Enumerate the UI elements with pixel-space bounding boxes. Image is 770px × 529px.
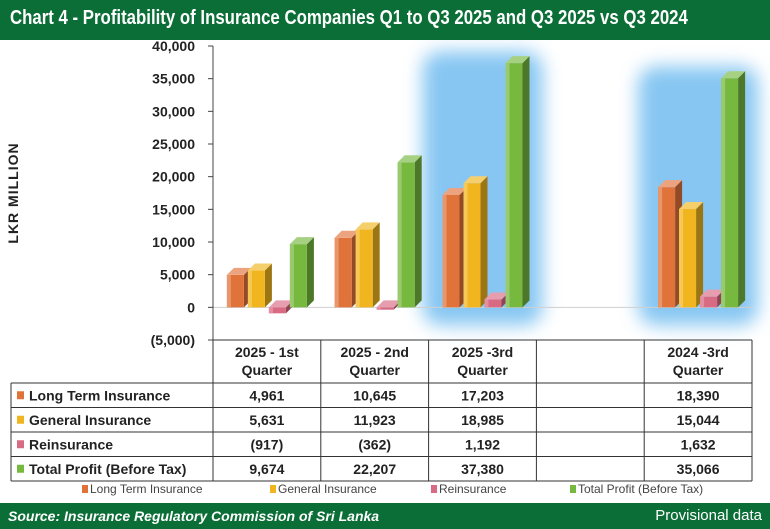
table-legend-key — [17, 440, 24, 449]
table-cell-value: 37,380 — [461, 461, 504, 477]
svg-text:Long Term Insurance: Long Term Insurance — [90, 482, 203, 496]
y-tick-label: 20,000 — [152, 169, 195, 185]
y-axis-title: LKR MILLION — [5, 142, 21, 243]
svg-text:General Insurance: General Insurance — [278, 482, 377, 496]
category-label: Quarter — [673, 362, 724, 378]
category-label: Quarter — [349, 362, 400, 378]
table-cell-value: 15,044 — [677, 412, 720, 428]
y-tick-label: 25,000 — [152, 136, 195, 152]
table-legend-key — [17, 415, 24, 424]
legend-item-long-term-insurance: Long Term Insurance — [82, 482, 203, 496]
chart-area: 40,000 35,000 30,000 25,000 20,000 15,000 10,0… — [0, 40, 770, 503]
bar-long-term-insurance-2 — [442, 187, 467, 308]
provisional-note: Provisional data — [655, 507, 762, 524]
bar-total-profit-before-tax-2 — [505, 56, 530, 308]
table-cell-value: 18,390 — [677, 387, 720, 403]
table-cell-value: 18,985 — [461, 412, 504, 428]
bar-general-insurance-2 — [463, 176, 488, 308]
y-tick-label: 5,000 — [160, 267, 195, 283]
category-label: Quarter — [242, 362, 293, 378]
bar-long-term-insurance-4 — [658, 180, 683, 308]
table-cell-value: 5,631 — [249, 412, 284, 428]
svg-text:Total Profit (Before Tax): Total Profit (Before Tax) — [578, 482, 703, 496]
y-tick-label: (5,000) — [151, 332, 195, 348]
table-cell-value: 10,645 — [353, 387, 396, 403]
table-cell-value: 35,066 — [677, 461, 720, 477]
legend-item-total-profit-before-tax: Total Profit (Before Tax) — [570, 482, 703, 496]
table-row-label: Reinsurance — [29, 436, 113, 452]
table-cell-value: (362) — [358, 436, 391, 452]
category-label: 2025 - 2nd — [340, 344, 408, 360]
bar-long-term-insurance-1 — [334, 230, 359, 308]
category-label: 2025 -3rd — [452, 344, 513, 360]
bar-general-insurance-0 — [247, 263, 272, 308]
table-cell-value: 17,203 — [461, 387, 504, 403]
table-cell-value: 1,192 — [465, 436, 500, 452]
legend-item-reinsurance: Reinsurance — [431, 482, 507, 496]
table-row-label: General Insurance — [29, 412, 151, 428]
y-tick-label: 0 — [187, 299, 195, 315]
svg-text:Reinsurance: Reinsurance — [439, 482, 507, 496]
title-bar: Chart 4 - Profitability of Insurance Com… — [0, 0, 770, 40]
bar-long-term-insurance-0 — [226, 267, 251, 308]
bar-total-profit-before-tax-4 — [721, 71, 746, 308]
bar-general-insurance-4 — [679, 202, 704, 308]
bar-total-profit-before-tax-1 — [397, 155, 422, 308]
table-legend-key — [17, 391, 24, 400]
source-bar: Source: Insurance Regulatory Commission … — [0, 503, 770, 529]
table-cell-value: 4,961 — [249, 387, 284, 403]
table-cell-value: 11,923 — [354, 412, 396, 428]
y-tick-label: 15,000 — [152, 201, 195, 217]
y-tick-label: 30,000 — [152, 103, 195, 119]
legend-item-general-insurance: General Insurance — [270, 482, 377, 496]
source-note: Source: Insurance Regulatory Commission … — [8, 508, 380, 524]
table-cell-value: 9,674 — [249, 461, 284, 477]
bar-total-profit-before-tax-0 — [289, 237, 314, 308]
y-tick-label: 10,000 — [152, 234, 195, 250]
chart-title: Chart 4 - Profitability of Insurance Com… — [10, 7, 688, 29]
category-label: Quarter — [457, 362, 508, 378]
y-tick-label: 35,000 — [152, 71, 195, 87]
y-tick-label: 40,000 — [152, 40, 195, 54]
table-row-label: Total Profit (Before Tax) — [29, 461, 186, 477]
table-cell-value: 1,632 — [681, 436, 716, 452]
category-label: 2024 -3rd — [667, 344, 728, 360]
table-cell-value: (917) — [251, 436, 284, 452]
table-row-label: Long Term Insurance — [29, 387, 171, 403]
table-cell-value: 22,207 — [353, 461, 396, 477]
bar-general-insurance-1 — [355, 222, 380, 308]
category-label: 2025 - 1st — [235, 344, 299, 360]
table-legend-key — [17, 464, 24, 473]
